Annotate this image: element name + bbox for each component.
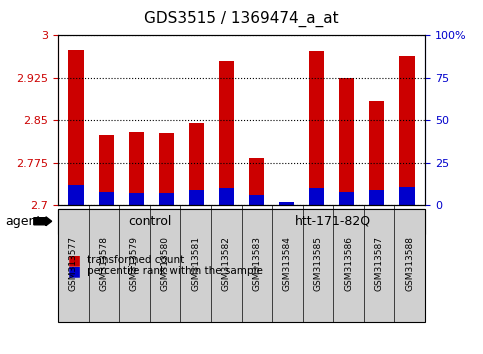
Text: GSM313581: GSM313581 bbox=[191, 236, 200, 291]
Bar bbox=[159, 133, 174, 205]
Text: percentile rank within the sample: percentile rank within the sample bbox=[87, 266, 263, 276]
Bar bbox=[249, 195, 264, 205]
Bar bbox=[69, 50, 84, 205]
Bar bbox=[309, 188, 324, 205]
Text: GSM313578: GSM313578 bbox=[99, 236, 108, 291]
Bar bbox=[159, 193, 174, 205]
Bar bbox=[219, 61, 234, 205]
Bar bbox=[279, 202, 294, 205]
Text: agent: agent bbox=[5, 215, 41, 228]
Text: GSM313577: GSM313577 bbox=[69, 236, 78, 291]
Bar bbox=[369, 101, 384, 205]
Text: GSM313585: GSM313585 bbox=[313, 236, 323, 291]
Bar bbox=[399, 187, 414, 205]
Bar bbox=[339, 78, 355, 205]
Text: GSM313586: GSM313586 bbox=[344, 236, 353, 291]
Bar bbox=[249, 158, 264, 205]
Bar bbox=[69, 185, 84, 205]
Text: GSM313580: GSM313580 bbox=[160, 236, 170, 291]
Bar bbox=[99, 135, 114, 205]
Bar bbox=[189, 123, 204, 205]
Text: ■: ■ bbox=[68, 264, 81, 278]
Bar bbox=[339, 192, 355, 205]
Text: GSM313588: GSM313588 bbox=[405, 236, 414, 291]
Bar bbox=[399, 56, 414, 205]
Bar bbox=[219, 188, 234, 205]
Text: GSM313582: GSM313582 bbox=[222, 236, 231, 291]
Text: GSM313583: GSM313583 bbox=[252, 236, 261, 291]
Bar bbox=[309, 51, 324, 205]
Text: GSM313579: GSM313579 bbox=[130, 236, 139, 291]
Bar bbox=[128, 132, 144, 205]
Text: control: control bbox=[128, 215, 171, 228]
Text: GSM313587: GSM313587 bbox=[375, 236, 384, 291]
Text: ■: ■ bbox=[68, 253, 81, 267]
Bar bbox=[189, 190, 204, 205]
Text: GDS3515 / 1369474_a_at: GDS3515 / 1369474_a_at bbox=[144, 11, 339, 27]
Text: transformed count: transformed count bbox=[87, 255, 184, 265]
Text: htt-171-82Q: htt-171-82Q bbox=[295, 215, 371, 228]
Bar bbox=[128, 193, 144, 205]
Bar bbox=[99, 192, 114, 205]
Text: GSM313584: GSM313584 bbox=[283, 236, 292, 291]
Bar bbox=[369, 190, 384, 205]
